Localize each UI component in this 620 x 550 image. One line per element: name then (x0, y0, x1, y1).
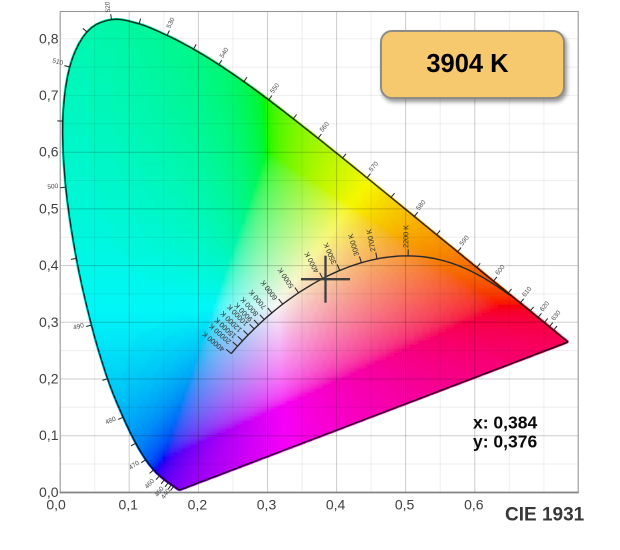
svg-text:CIE 1931: CIE 1931 (505, 505, 585, 526)
svg-text:0,6: 0,6 (39, 144, 59, 160)
svg-text:0,2: 0,2 (39, 371, 59, 387)
svg-text:460: 460 (144, 477, 157, 490)
svg-text:540: 540 (219, 46, 231, 59)
svg-text:620: 620 (539, 300, 552, 313)
svg-text:0,0: 0,0 (39, 484, 59, 500)
svg-text:0,2: 0,2 (188, 497, 208, 513)
svg-text:0,5: 0,5 (395, 497, 415, 513)
svg-text:y: 0,376: y: 0,376 (473, 432, 537, 452)
svg-text:570: 570 (368, 160, 381, 173)
svg-text:0,1: 0,1 (39, 427, 59, 443)
svg-text:2700 K: 2700 K (364, 228, 377, 252)
svg-text:590: 590 (459, 234, 472, 247)
svg-text:560: 560 (319, 120, 331, 133)
svg-text:480: 480 (104, 415, 117, 426)
svg-text:520: 520 (104, 1, 112, 13)
svg-text:0,6: 0,6 (464, 497, 484, 513)
svg-text:510: 510 (51, 57, 64, 67)
svg-text:0,7: 0,7 (39, 87, 59, 103)
svg-text:0,1: 0,1 (118, 497, 138, 513)
svg-text:2200 K: 2200 K (401, 225, 410, 248)
svg-text:530: 530 (166, 16, 177, 29)
svg-text:0,0: 0,0 (46, 497, 66, 513)
svg-text:490: 490 (73, 322, 86, 332)
svg-text:470: 470 (128, 459, 141, 471)
svg-text:0,3: 0,3 (257, 497, 277, 513)
svg-text:0,4: 0,4 (326, 497, 346, 513)
svg-text:0,5: 0,5 (39, 200, 59, 216)
svg-text:610: 610 (521, 285, 534, 298)
svg-text:500: 500 (47, 183, 59, 191)
svg-text:0,4: 0,4 (39, 257, 59, 273)
svg-text:0,8: 0,8 (39, 30, 59, 46)
svg-text:x: 0,384: x: 0,384 (473, 413, 537, 433)
svg-text:630: 630 (550, 309, 563, 322)
svg-text:0,3: 0,3 (39, 314, 59, 330)
svg-text:580: 580 (415, 199, 428, 212)
svg-text:550: 550 (269, 82, 281, 95)
